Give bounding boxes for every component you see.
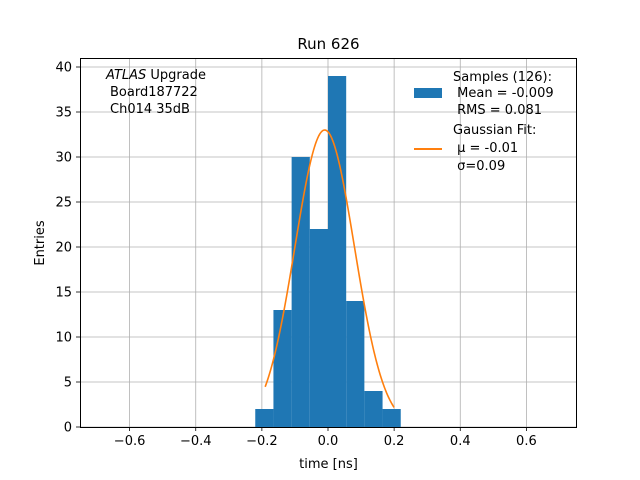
y-tick-label: 25 <box>55 196 72 211</box>
annotation: ATLAS Upgrade Board187722 Ch014 35dB <box>105 68 206 117</box>
x-tick-label: 0.6 <box>516 434 537 449</box>
legend-fit-label: Gaussian Fit: <box>453 123 536 138</box>
legend-hist-label: Samples (126): <box>453 70 552 85</box>
y-tick-label: 30 <box>55 151 72 166</box>
x-tick-label: 0.2 <box>384 434 405 449</box>
x-tick-label: −0.6 <box>114 434 146 449</box>
annotation-board: Board187722 <box>110 85 198 100</box>
x-axis-ticks: −0.6 −0.4 −0.2 0.0 0.2 0.4 0.6 <box>114 427 537 449</box>
y-tick-label: 0 <box>64 421 72 436</box>
histogram-bar <box>382 409 401 427</box>
histogram-bar <box>346 301 365 427</box>
y-tick-label: 40 <box>55 61 72 76</box>
x-tick-label: 0.4 <box>450 434 471 449</box>
legend-hist-rms: RMS = 0.081 <box>453 103 542 118</box>
histogram-bar <box>364 391 383 427</box>
annotation-upgrade: Upgrade <box>146 68 206 83</box>
legend-hist-mean: Mean = -0.009 <box>453 86 554 101</box>
y-axis-label: Entries <box>33 220 48 266</box>
gaussian-fit <box>264 129 395 408</box>
y-tick-label: 10 <box>55 331 72 346</box>
annotation-channel: Ch014 35dB <box>110 102 190 117</box>
histogram-bar <box>255 409 274 427</box>
y-tick-label: 15 <box>55 286 72 301</box>
y-axis-ticks: 0 5 10 15 20 25 30 35 40 <box>55 61 80 436</box>
x-axis-label: time [ns] <box>299 457 358 472</box>
x-tick-label: −0.4 <box>180 434 212 449</box>
x-tick-label: 0.0 <box>318 434 339 449</box>
histogram-bar <box>328 76 347 427</box>
legend-hist-swatch <box>414 88 442 98</box>
gaussian-fit-curve <box>264 129 395 408</box>
y-tick-label: 5 <box>64 376 72 391</box>
y-tick-label: 35 <box>55 106 72 121</box>
annotation-atlas: ATLAS <box>105 68 146 83</box>
legend-fit-sigma: σ=0.09 <box>453 159 505 174</box>
x-tick-label: −0.2 <box>246 434 278 449</box>
plot-frame <box>80 58 577 428</box>
histogram-bars <box>255 76 401 427</box>
svg-text:ATLAS Upgrade: ATLAS Upgrade <box>105 68 206 83</box>
histogram-bar <box>291 157 310 427</box>
y-tick-label: 20 <box>55 241 72 256</box>
legend: Samples (126): Mean = -0.009 RMS = 0.081… <box>414 70 554 174</box>
histogram-bar <box>273 310 292 427</box>
legend-fit-mu: μ = -0.01 <box>453 141 518 156</box>
chart-title: Run 626 <box>297 35 359 53</box>
histogram-bar <box>309 229 328 427</box>
